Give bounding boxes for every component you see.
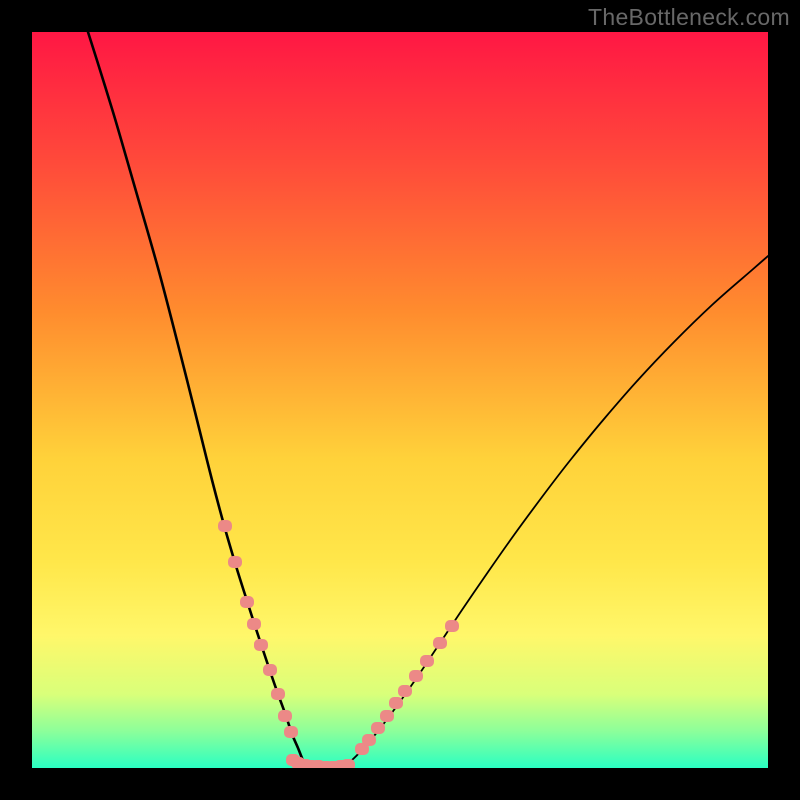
bottleneck-chart — [0, 0, 800, 800]
chart-container: TheBottleneck.com — [0, 0, 800, 800]
watermark-text: TheBottleneck.com — [588, 4, 790, 31]
